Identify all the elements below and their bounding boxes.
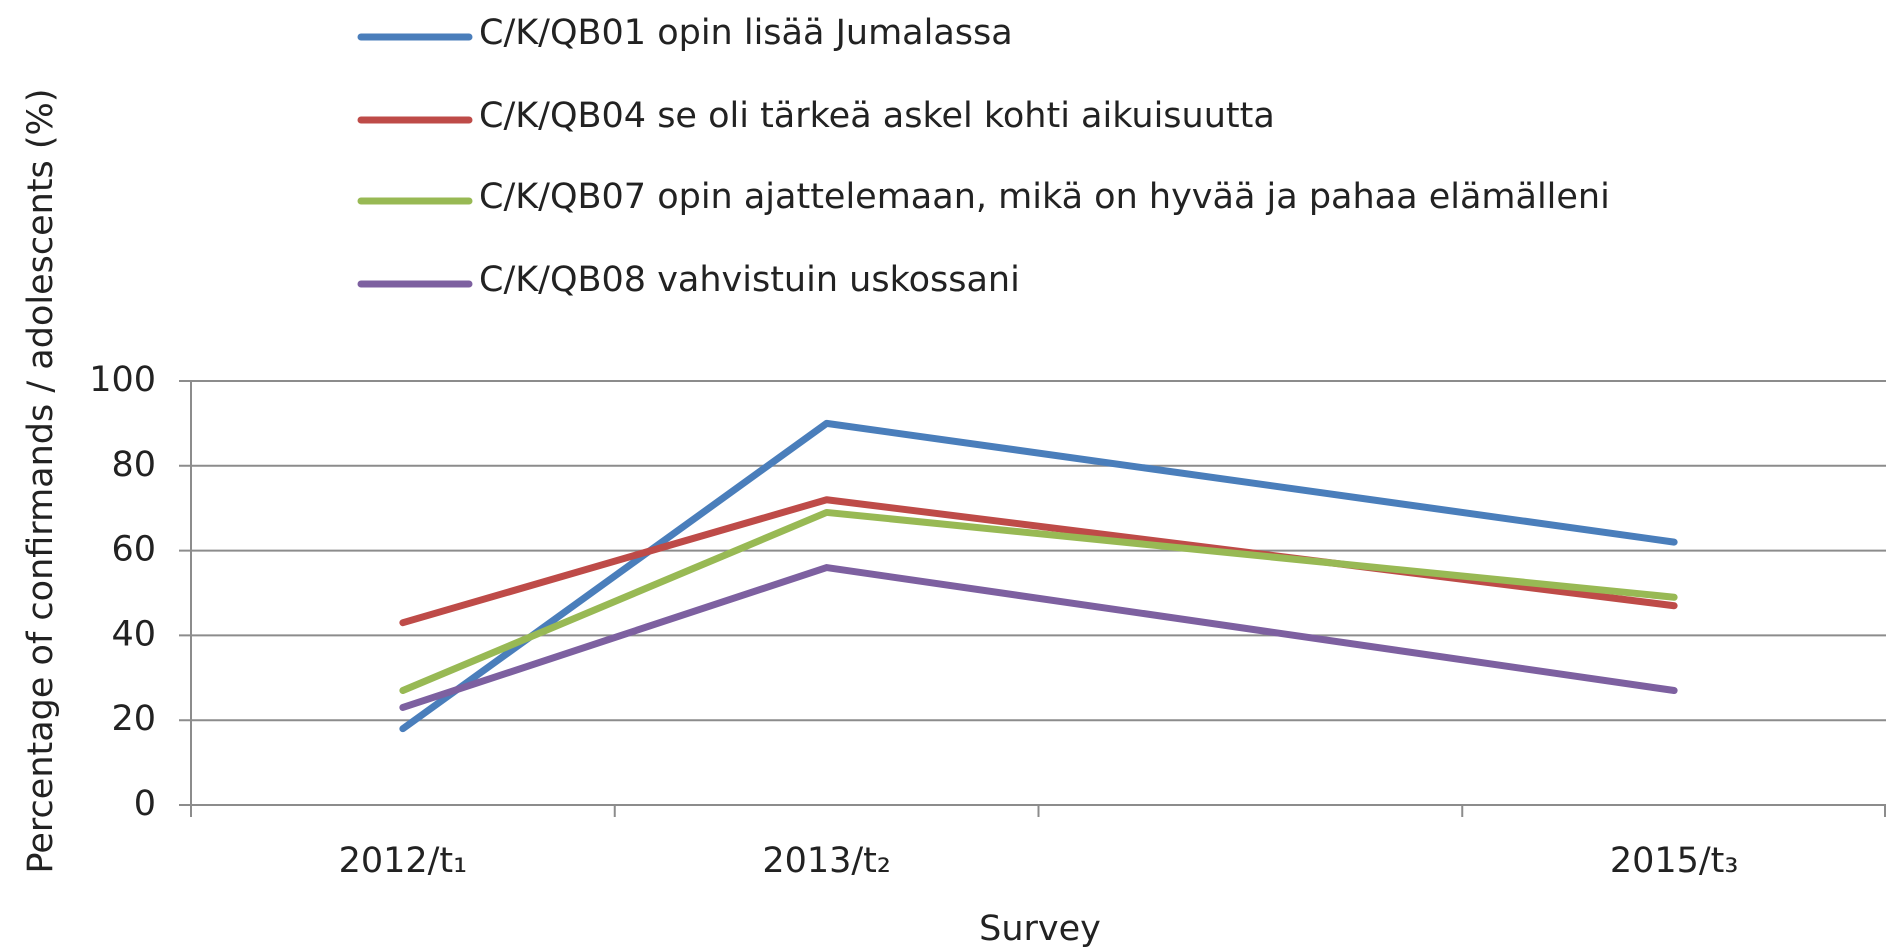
legend-label: C/K/QB08 vahvistuin uskossani [479,260,1020,300]
y-tick-label: 40 [111,614,156,654]
y-tick-label: 100 [89,360,156,400]
legend-label: C/K/QB04 se oli tärkeä askel kohti aikui… [479,96,1275,136]
series-line [399,564,1678,711]
series-line [399,419,1678,733]
y-tick-label: 60 [111,530,156,570]
x-tick-label: 2015/t₃ [1610,841,1739,881]
y-tick-label: 0 [134,784,156,824]
series-line [399,508,1678,695]
y-tick-label: 20 [111,699,156,739]
legend-label: C/K/QB01 opin lisää Jumalassa [479,13,1013,53]
x-tick-label: 2012/t₁ [339,841,468,881]
x-axis-label: Survey [979,909,1101,949]
y-axis-label: Percentage of confirmands / adolescents … [21,89,61,874]
x-tick-label: 2013/t₂ [762,841,891,881]
y-tick-label: 80 [111,445,156,485]
legend-label: C/K/QB07 opin ajattelemaan, mikä on hyvä… [479,177,1610,217]
